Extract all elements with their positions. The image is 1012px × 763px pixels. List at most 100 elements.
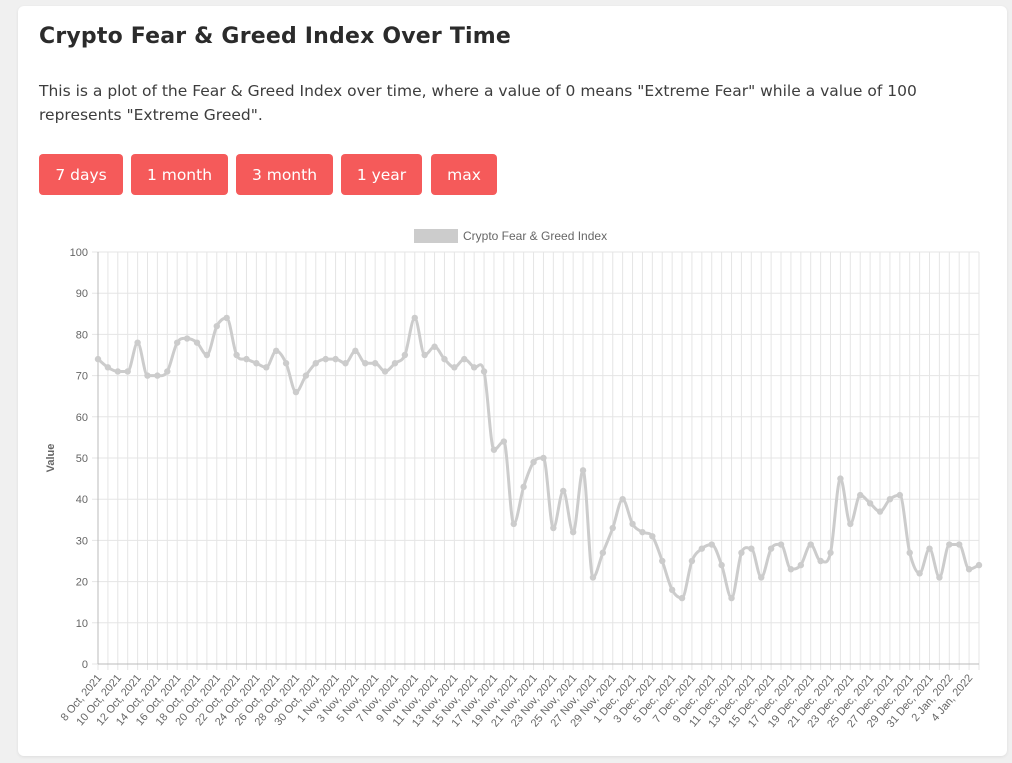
y-tick-label: 80 (76, 329, 88, 341)
data-point (946, 541, 953, 548)
page-description: This is a plot of the Fear & Greed Index… (39, 82, 917, 124)
data-point (589, 574, 597, 581)
data-point (322, 355, 329, 363)
data-point (758, 574, 765, 581)
data-point (738, 549, 745, 556)
data-point (183, 335, 191, 342)
range-1-month-button[interactable]: 1 month (131, 154, 228, 195)
data-point (253, 360, 260, 367)
y-tick-label: 50 (76, 453, 88, 465)
data-point (223, 314, 230, 322)
data-point (807, 541, 814, 548)
data-point (629, 520, 636, 528)
fear-greed-card: Crypto Fear & Greed Index Over Time This… (18, 6, 1007, 756)
data-point (520, 483, 527, 491)
range-7-days-button[interactable]: 7 days (39, 154, 123, 195)
data-point (530, 458, 537, 466)
y-tick-label: 20 (76, 577, 88, 589)
data-point (540, 454, 547, 462)
data-point (866, 500, 874, 507)
legend-swatch (414, 229, 458, 243)
data-point (857, 491, 864, 499)
y-tick-label: 100 (70, 247, 88, 259)
y-tick-label: 90 (76, 288, 88, 300)
data-point (134, 339, 141, 346)
range-max-button[interactable]: max (431, 154, 497, 195)
data-point (401, 351, 409, 359)
data-point (213, 322, 220, 330)
data-point (569, 528, 577, 536)
data-point (837, 475, 844, 482)
data-point (965, 566, 973, 573)
data-point (767, 545, 775, 552)
data-point (490, 446, 498, 453)
data-point (470, 364, 478, 371)
data-point (748, 545, 755, 552)
data-point (104, 364, 112, 371)
range-1-year-button[interactable]: 1 year (341, 154, 422, 195)
page-title: Crypto Fear & Greed Index Over Time (39, 24, 512, 49)
data-point (263, 364, 270, 371)
data-point (560, 487, 567, 495)
range-3-month-button[interactable]: 3 month (236, 154, 333, 195)
data-point (926, 545, 933, 552)
data-point (154, 372, 161, 379)
data-point (787, 566, 795, 573)
data-point (352, 347, 359, 355)
legend-label: Crypto Fear & Greed Index (463, 229, 607, 243)
data-point (411, 314, 418, 322)
data-point (302, 372, 310, 379)
y-tick-label: 0 (82, 659, 88, 671)
data-point (906, 549, 913, 556)
data-point (233, 351, 240, 359)
data-point (975, 561, 983, 569)
y-tick-label: 70 (76, 371, 88, 383)
data-point (698, 545, 706, 552)
data-point (124, 368, 131, 375)
y-tick-label: 10 (76, 618, 88, 630)
data-point (550, 524, 557, 532)
data-point (510, 520, 517, 528)
data-point (599, 549, 607, 556)
data-point (876, 508, 884, 515)
data-point (193, 339, 201, 346)
data-point (203, 351, 211, 359)
data-point (164, 368, 171, 375)
data-point (480, 368, 488, 375)
data-point (371, 360, 379, 367)
y-axis-title: Value (45, 444, 57, 473)
data-point (312, 360, 319, 367)
data-point (817, 557, 824, 565)
data-point (659, 557, 666, 565)
data-point (896, 491, 904, 499)
data-point (342, 360, 349, 367)
data-point (431, 343, 438, 350)
data-point (441, 355, 448, 363)
data-point (144, 372, 151, 379)
data-point (391, 360, 399, 367)
data-point (292, 388, 300, 396)
data-point (173, 339, 181, 346)
data-point (827, 549, 834, 556)
data-point (579, 467, 587, 474)
data-point (797, 561, 805, 569)
data-point (243, 355, 250, 363)
data-point (708, 541, 715, 548)
data-point (609, 524, 616, 532)
data-point (956, 541, 963, 548)
data-point (936, 574, 943, 581)
data-point (718, 561, 725, 569)
data-point (619, 496, 626, 503)
data-point (451, 364, 458, 371)
data-point (847, 520, 854, 528)
data-point (916, 570, 923, 577)
data-point (639, 528, 646, 536)
data-point (649, 533, 656, 540)
data-point (362, 360, 369, 367)
data-point (282, 360, 290, 367)
y-tick-label: 60 (76, 412, 88, 424)
data-point (421, 351, 428, 359)
data-point (678, 594, 686, 602)
y-tick-label: 40 (76, 494, 88, 506)
